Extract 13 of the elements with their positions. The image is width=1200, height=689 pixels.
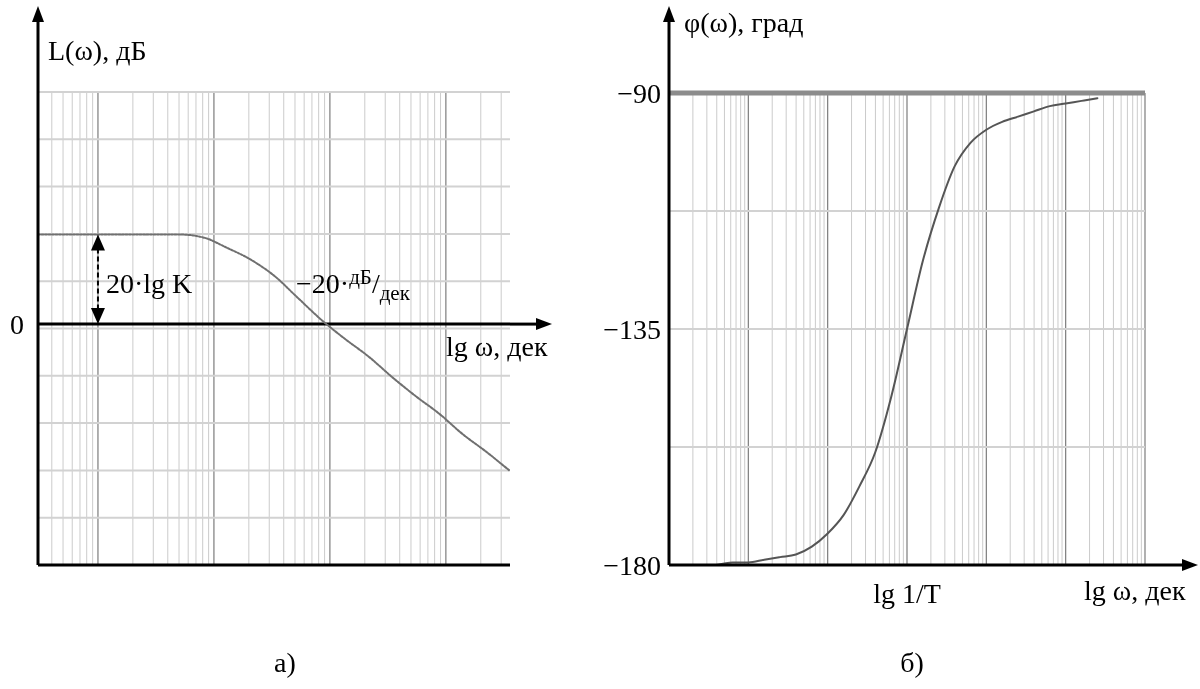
x-tick-label: lg 1/T: [873, 578, 941, 609]
text: б): [900, 647, 924, 678]
y-axis-title: φ(ω), град: [684, 7, 804, 38]
y-tick-label: −90: [617, 77, 661, 109]
y-tick-label: −180: [603, 549, 661, 581]
annotation: −20·$^{дБ}$/$_{дек}$: [296, 264, 411, 306]
y-tick-label: −135: [603, 313, 661, 345]
annotation: 20·lg K: [106, 268, 193, 299]
ref-line-label: 0: [10, 309, 24, 341]
y-axis-title: L(ω), дБ: [48, 35, 147, 66]
x-axis-title: lg ω, дек: [1084, 575, 1186, 606]
x-axis-title: lg ω, дек: [446, 331, 548, 362]
text: а): [274, 647, 296, 678]
